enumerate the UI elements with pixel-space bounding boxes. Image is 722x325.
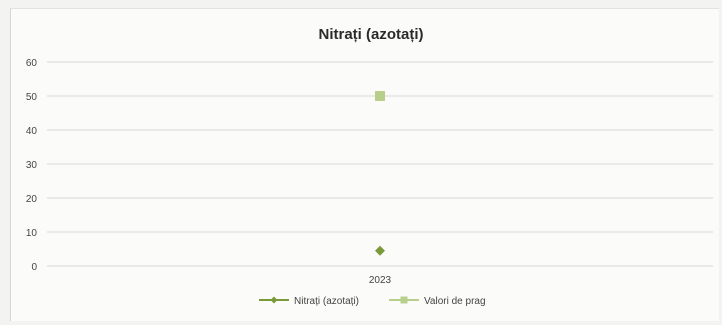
y-tick-label-50: 50 xyxy=(26,92,38,103)
legend-marker-nitrati xyxy=(270,296,278,304)
y-tick-label-0: 0 xyxy=(31,262,37,273)
y-tick-label-10: 10 xyxy=(26,228,38,239)
data-points xyxy=(375,91,385,256)
y-axis: 0 10 20 30 40 50 60 xyxy=(26,58,38,273)
legend-marker-valori-de-prag xyxy=(400,296,408,304)
chart-title: Nitrați (azotați) xyxy=(319,26,424,43)
y-tick-label-40: 40 xyxy=(26,126,38,137)
x-axis: 2023 xyxy=(369,275,392,286)
y-tick-label-60: 60 xyxy=(26,58,38,69)
data-point-nitrati-2023 xyxy=(375,245,385,256)
data-point-valori-de-prag-2023 xyxy=(375,91,385,101)
chart-area: Nitrați (azotați) 0 10 20 30 40 50 60 2023 Nit… xyxy=(26,26,713,307)
chart-frame: Nitrați (azotați) 0 10 20 30 40 50 60 2023 Nit… xyxy=(10,8,719,321)
y-tick-label-20: 20 xyxy=(26,194,38,205)
x-tick-label-2023: 2023 xyxy=(369,275,392,286)
legend: Nitrați (azotați) Valori de prag xyxy=(259,296,486,307)
y-tick-label-30: 30 xyxy=(26,160,38,171)
legend-label-valori-de-prag: Valori de prag xyxy=(424,296,486,307)
legend-label-nitrati: Nitrați (azotați) xyxy=(294,296,359,307)
